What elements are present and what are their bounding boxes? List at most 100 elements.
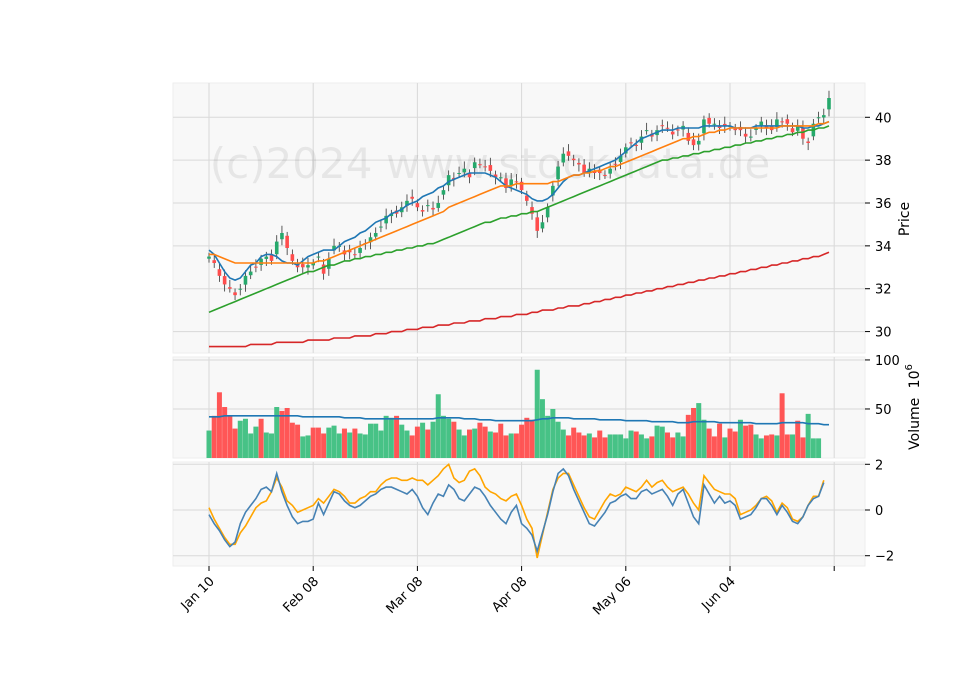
volume-bar xyxy=(586,433,592,458)
candle-body xyxy=(665,127,670,129)
volume-bar xyxy=(691,407,697,458)
volume-bar xyxy=(816,438,822,458)
price-y-ticks: 30 32 34 36 38 40 xyxy=(865,111,892,341)
candle-body xyxy=(816,117,821,119)
candle-body xyxy=(660,125,665,127)
candle-body xyxy=(634,144,639,146)
candle-body xyxy=(592,171,597,173)
candle-body xyxy=(644,130,649,132)
candle-body xyxy=(321,264,326,274)
volume-bar xyxy=(206,430,212,458)
candle-body xyxy=(686,132,691,141)
volume-bar xyxy=(539,399,545,458)
volume-bar xyxy=(315,427,321,458)
volume-bar xyxy=(685,414,691,458)
candle-body xyxy=(561,153,566,163)
volume-axis-label-text: Volume xyxy=(907,398,923,450)
candle-body xyxy=(420,210,425,212)
candle-body xyxy=(608,168,612,174)
candle-body xyxy=(269,255,274,261)
candle-body xyxy=(691,139,696,146)
candle-body xyxy=(519,181,524,191)
volume-bar xyxy=(784,434,790,458)
oscillator-y-ticks: −2 0 2 xyxy=(865,458,894,565)
candle-body xyxy=(743,133,748,137)
x-axis: Jan 10 Feb 08 Mar 08 Apr 08 May 06 Jun 04 xyxy=(178,566,835,618)
candle-body xyxy=(248,271,253,276)
volume-bar xyxy=(717,423,723,458)
candle-body xyxy=(670,131,675,135)
candle-body xyxy=(478,164,482,166)
candle-body xyxy=(754,128,758,130)
candle-body xyxy=(717,126,722,128)
candle-body xyxy=(358,248,362,253)
volume-bar xyxy=(581,435,587,458)
volume-bar xyxy=(274,407,280,458)
candle-body xyxy=(457,173,461,174)
candle-body xyxy=(525,195,529,201)
volume-bar xyxy=(727,428,733,458)
moving-average-lines xyxy=(208,120,830,348)
volume-bar xyxy=(305,435,311,458)
volume-bar xyxy=(472,428,478,458)
volume-bar xyxy=(404,430,410,458)
volume-bar xyxy=(550,408,556,458)
candle-body xyxy=(238,288,243,290)
candle-body xyxy=(488,165,493,171)
candle-body xyxy=(545,207,550,218)
y-tick-label: 32 xyxy=(875,283,892,298)
candle-body xyxy=(254,266,258,268)
volume-bar xyxy=(534,369,540,458)
candle-body xyxy=(446,175,451,186)
candle-body xyxy=(327,258,331,269)
candle-body xyxy=(285,235,289,248)
candle-body xyxy=(618,155,623,163)
candle-body xyxy=(493,174,498,178)
candle-body xyxy=(426,205,430,207)
candle-body xyxy=(290,254,295,261)
candle-body xyxy=(556,166,560,180)
svg-text:Volume 106: Volume 106 xyxy=(904,364,923,450)
volume-bar xyxy=(810,438,816,458)
volume-bar xyxy=(498,423,504,458)
volume-bar xyxy=(440,415,446,458)
x-tick-label: Feb 08 xyxy=(281,574,323,616)
volume-bar xyxy=(242,418,248,458)
volume-bar xyxy=(592,437,598,458)
volume-bar xyxy=(331,425,337,458)
volume-bar xyxy=(248,433,254,458)
candle-body xyxy=(441,190,446,195)
volume-bar xyxy=(300,436,306,458)
candle-body xyxy=(212,260,217,263)
volume-bar xyxy=(222,407,228,458)
candle-body xyxy=(551,185,555,196)
candle-body xyxy=(530,207,534,214)
volume-bar xyxy=(612,434,618,458)
volume-bar xyxy=(758,438,764,458)
volume-bar xyxy=(420,422,426,458)
y-tick-label: 38 xyxy=(875,154,892,169)
volume-bar xyxy=(664,432,670,458)
volume-bar xyxy=(680,436,686,458)
moving-average-line-3 xyxy=(208,125,830,314)
volume-bar xyxy=(800,437,806,458)
volume-bar xyxy=(269,433,275,458)
volume-bar xyxy=(670,437,676,458)
oscillator-line-1 xyxy=(208,467,825,554)
candle-body xyxy=(785,119,790,124)
volume-bar xyxy=(383,415,389,458)
y-tick-label: 36 xyxy=(875,197,892,212)
candle-body xyxy=(733,128,738,131)
volume-bar xyxy=(675,432,681,458)
candle-body xyxy=(759,121,764,127)
volume-bar xyxy=(414,426,420,458)
volume-bar xyxy=(446,418,452,458)
candle-body xyxy=(498,177,503,179)
volume-bar xyxy=(649,436,655,458)
oscillator-lines xyxy=(208,462,825,559)
candle-body xyxy=(228,287,232,289)
volume-bar xyxy=(555,421,561,458)
